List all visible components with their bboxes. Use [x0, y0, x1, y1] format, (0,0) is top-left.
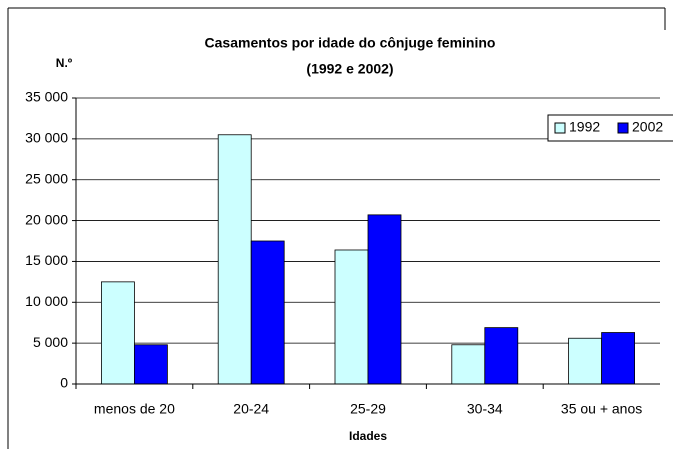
legend-label: 2002 — [632, 119, 663, 135]
bar — [133, 344, 168, 385]
y-tick-label: 25 000 — [25, 170, 68, 186]
y-tick-label: 20 000 — [25, 211, 68, 227]
y-tick-label: 30 000 — [25, 130, 68, 146]
bar — [217, 134, 252, 385]
bar — [601, 332, 635, 385]
x-tick-label: 20-24 — [233, 401, 269, 417]
y-tick-label: 5 000 — [33, 334, 68, 350]
chart-title: Casamentos por idade do cônjuge feminino — [205, 35, 496, 51]
bar — [334, 249, 369, 385]
legend-box — [547, 114, 673, 142]
bar — [101, 281, 135, 385]
bar — [367, 214, 402, 385]
legend-swatch — [554, 122, 566, 134]
chart-subtitle: (1992 e 2002) — [306, 61, 393, 77]
legend-swatch — [617, 122, 629, 134]
y-tick-label: 15 000 — [25, 252, 68, 268]
x-tick-label: menos de 20 — [94, 401, 175, 417]
bar — [451, 344, 486, 385]
y-tick-label: 35 000 — [25, 89, 68, 105]
legend-label: 1992 — [569, 119, 600, 135]
y-axis-label: N.º — [56, 56, 73, 70]
x-tick-label: 35 ou + anos — [561, 401, 642, 417]
bar — [568, 337, 602, 385]
x-axis-label: Idades — [349, 429, 387, 443]
bar — [250, 240, 285, 385]
x-tick-label: 30-34 — [467, 401, 503, 417]
bar — [484, 327, 519, 385]
y-tick-label: 0 — [60, 375, 68, 391]
x-tick-label: 25-29 — [350, 401, 386, 417]
y-tick-label: 10 000 — [25, 293, 68, 309]
